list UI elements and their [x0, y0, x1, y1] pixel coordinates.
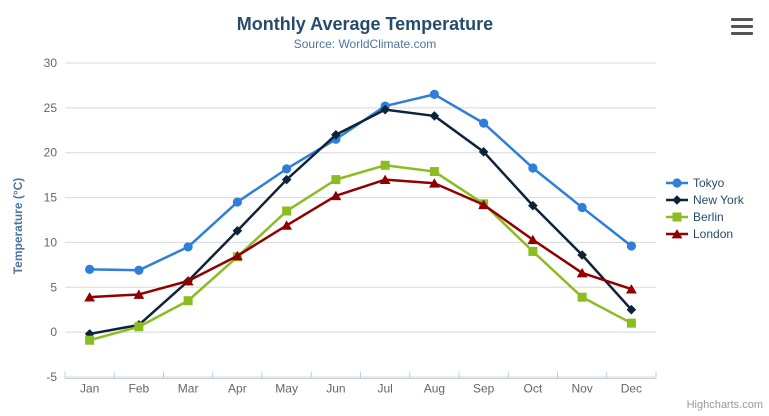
chart-title: Monthly Average Temperature	[236, 14, 494, 34]
diamond-marker	[84, 329, 95, 339]
hamburger-icon	[731, 18, 753, 21]
circle-marker	[626, 241, 636, 251]
legend-marker-icon	[666, 194, 688, 205]
triangle-marker	[84, 292, 96, 302]
y-tick-label: -5	[46, 370, 57, 384]
diamond-marker	[478, 147, 489, 157]
triangle-marker	[625, 284, 637, 294]
y-tick-label: 20	[44, 146, 58, 160]
y-tick-label: 5	[50, 280, 57, 294]
legend-marker-icon	[666, 212, 688, 221]
triangle-marker	[478, 199, 490, 210]
legend-item-berlin[interactable]: Berlin	[666, 208, 744, 225]
diamond-marker	[380, 104, 390, 115]
triangle-marker	[576, 267, 588, 278]
legend-item-new-york[interactable]: New York	[666, 191, 744, 208]
x-tick-label: Sep	[473, 382, 495, 396]
x-tick-label: Dec	[621, 382, 642, 396]
series-line	[88, 93, 633, 272]
export-menu-button[interactable]	[731, 18, 755, 35]
x-tick-label: Jun	[326, 382, 345, 396]
highcharts-credit-link[interactable]: Highcharts.com	[686, 399, 763, 411]
y-tick-label: 0	[50, 325, 57, 339]
y-tick-label: 15	[44, 191, 58, 205]
x-tick-label: Jan	[80, 382, 99, 396]
square-marker	[134, 322, 144, 332]
series-line	[88, 108, 633, 336]
x-tick-label: Jul	[377, 382, 392, 396]
series-london	[84, 174, 637, 302]
legend-item-tokyo[interactable]: Tokyo	[666, 174, 744, 191]
triangle-marker	[281, 220, 293, 230]
diamond-marker	[626, 304, 637, 315]
circle-marker	[183, 242, 193, 252]
square-marker	[331, 175, 341, 185]
legend: Tokyo New York Berlin London	[666, 174, 744, 242]
circle-marker	[282, 164, 292, 174]
chart-subtitle: Source: WorldClimate.com	[293, 37, 437, 51]
legend-label: London	[693, 226, 734, 241]
square-marker	[282, 206, 292, 216]
x-tick-label: Mar	[178, 382, 199, 396]
diamond-marker	[672, 194, 682, 205]
diamond-marker	[331, 129, 341, 140]
square-marker	[380, 160, 390, 170]
circle-marker	[134, 265, 144, 275]
triangle-marker	[133, 289, 145, 299]
x-tick-label: Aug	[424, 382, 445, 396]
x-tick-label: May	[275, 382, 298, 396]
triangle-marker	[330, 190, 342, 201]
series-line	[88, 164, 633, 342]
legend-label: Tokyo	[693, 175, 725, 190]
square-marker	[85, 335, 95, 345]
square-marker	[672, 212, 682, 221]
circle-marker	[232, 197, 242, 207]
x-tick-label: Nov	[571, 382, 592, 396]
circle-marker	[429, 89, 439, 99]
y-tick-label: 10	[44, 235, 58, 249]
x-tick-label: Apr	[228, 382, 247, 396]
triangle-marker	[428, 178, 440, 188]
x-tick-label: Oct	[524, 382, 543, 396]
diamond-marker	[528, 200, 538, 211]
x-tick-label: Feb	[129, 382, 150, 396]
y-tick-label: 30	[44, 56, 58, 70]
triangle-marker	[527, 234, 539, 245]
circle-marker	[577, 202, 587, 213]
diamond-marker	[232, 225, 243, 236]
legend-item-london[interactable]: London	[666, 225, 744, 242]
hamburger-icon	[731, 25, 753, 28]
circle-marker	[479, 118, 489, 128]
series-line	[88, 178, 633, 299]
legend-marker-icon	[666, 177, 688, 188]
square-marker	[577, 292, 587, 302]
diamond-marker	[429, 111, 440, 121]
legend-label: Berlin	[693, 209, 724, 224]
square-marker	[183, 296, 193, 306]
legend-marker-icon	[666, 228, 688, 238]
square-marker	[528, 246, 538, 256]
circle-marker	[672, 177, 682, 188]
y-tick-label: 25	[44, 101, 58, 115]
diamond-marker	[281, 174, 292, 185]
series-tokyo	[85, 89, 636, 275]
triangle-marker	[231, 250, 243, 261]
circle-marker	[85, 264, 95, 274]
triangle-marker	[379, 174, 391, 185]
hamburger-icon	[731, 32, 753, 35]
triangle-marker	[182, 276, 194, 286]
series-new-york	[84, 104, 637, 339]
triangle-marker	[671, 228, 683, 238]
square-marker	[429, 167, 439, 177]
diamond-marker	[577, 250, 587, 260]
square-marker	[626, 318, 636, 328]
legend-label: New York	[693, 192, 744, 207]
circle-marker	[528, 163, 538, 173]
